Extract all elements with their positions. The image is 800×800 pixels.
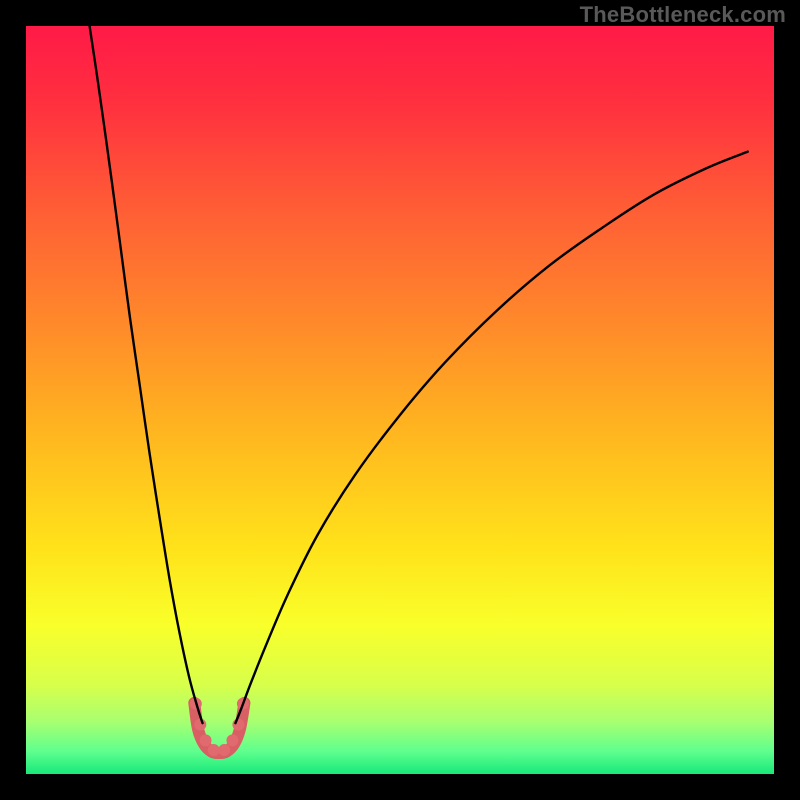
left-branch-curve — [90, 26, 203, 723]
bottom-marker-dot — [218, 744, 230, 756]
bottom-marker-dots — [190, 698, 249, 756]
bottom-marker-dot — [194, 719, 206, 731]
chart-container: TheBottleneck.com — [0, 0, 800, 800]
bottom-marker-dot — [208, 744, 220, 756]
bottom-marker-dot — [226, 734, 238, 746]
right-branch-curve — [235, 152, 747, 723]
chart-svg — [0, 0, 800, 800]
bottom-marker-dot — [232, 719, 244, 731]
watermark-text: TheBottleneck.com — [580, 2, 786, 28]
bottom-marker-dot — [200, 734, 212, 746]
bottom-marker — [190, 698, 249, 756]
